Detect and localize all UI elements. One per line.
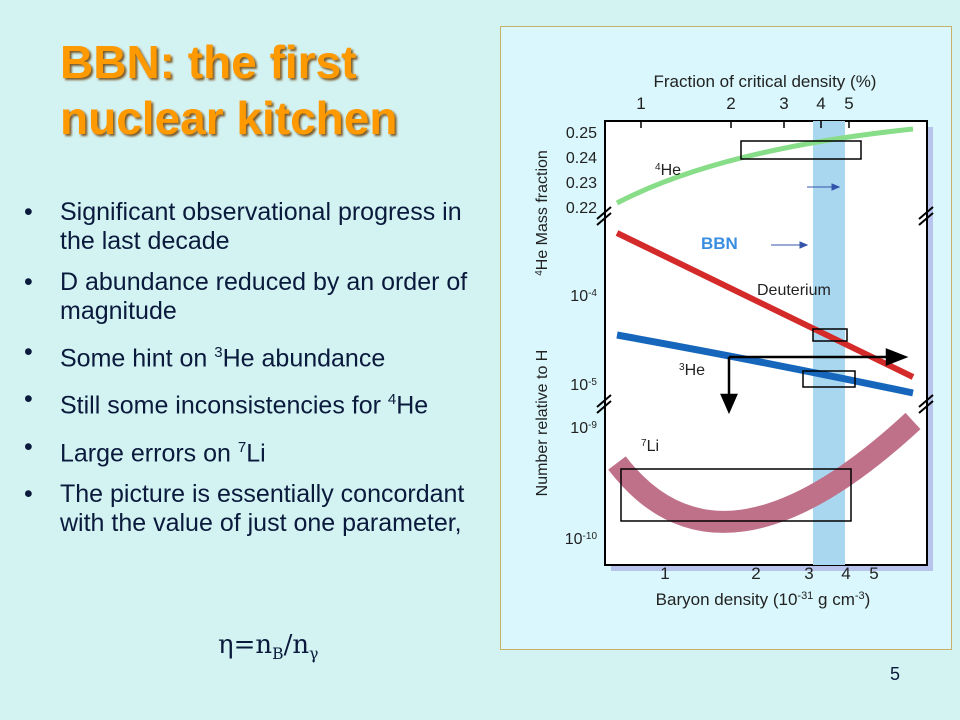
bullet-text: D abundance reduced by an order of magni… — [60, 268, 468, 325]
bbn-abundance-chart: Fraction of critical density (%) 1 2 3 4… — [534, 72, 934, 609]
title-line-2: nuclear kitchen — [60, 92, 398, 144]
y-axis-label-top: 4He Mass fraction — [534, 150, 552, 276]
bottom-tick-label: 1 — [660, 564, 669, 583]
curve-deuterium — [615, 230, 915, 380]
bullet-text: Some hint on — [60, 344, 215, 373]
bullet-text: Li — [246, 438, 266, 467]
bullet-text: Significant observational progress in th… — [60, 198, 462, 255]
isotope-superscript: 4 — [387, 391, 397, 409]
y-tick-label: 10-10 — [565, 531, 598, 549]
arrow-right-icon — [885, 348, 909, 366]
formula-text: /n — [283, 630, 310, 660]
formula-subscript: B — [272, 645, 284, 664]
slide-title: BBN: the first nuclear kitchen — [60, 34, 500, 146]
formula-subscript: γ — [309, 645, 319, 664]
isotope-superscript: 7 — [237, 438, 247, 456]
bottom-axis-label: Baryon density (10-31 g cm-3) — [656, 590, 871, 609]
bottom-tick-label: 4 — [841, 564, 850, 583]
bullet-text: He abundance — [222, 344, 386, 373]
top-tick-label: 1 — [636, 94, 645, 113]
y-tick-label: 0.24 — [566, 150, 597, 167]
top-tick-label: 2 — [726, 94, 735, 113]
page-number: 5 — [890, 664, 901, 684]
bullet-text: Still some inconsistencies for — [60, 391, 388, 420]
eta-formula: η=nB/nγ — [218, 630, 318, 663]
y-axis-label-bottom: Number relative to H — [534, 350, 551, 497]
bottom-tick-label: 5 — [869, 564, 878, 583]
bullet-text: Large errors on — [60, 438, 238, 467]
pointer-arrow-icon — [831, 183, 841, 191]
bullet-item: Some hint on 3He abundance — [24, 338, 494, 373]
he3-observation-box — [802, 370, 856, 388]
y-tick-label: 0.25 — [566, 125, 597, 142]
bullet-item: The picture is essentially concordant wi… — [24, 480, 494, 538]
y-tick-label: 10-5 — [570, 377, 597, 395]
series-label-li7: 7Li — [641, 438, 659, 456]
bullet-item: D abundance reduced by an order of magni… — [24, 268, 494, 326]
bullet-item: Still some inconsistencies for 4He — [24, 385, 494, 420]
top-tick-label: 3 — [779, 94, 788, 113]
curve-he4 — [615, 126, 914, 206]
he4-observation-box — [740, 140, 862, 160]
series-label-he3: 3He — [679, 362, 705, 380]
top-tick-label: 5 — [844, 94, 853, 113]
bottom-tick-label: 3 — [804, 564, 813, 583]
curve-he3 — [616, 331, 914, 397]
axis-break — [596, 400, 612, 414]
axis-break — [596, 212, 612, 226]
bullet-item: Significant observational progress in th… — [24, 198, 494, 256]
y-tick-label: 10-4 — [570, 288, 597, 306]
isotope-superscript: 3 — [214, 344, 223, 361]
title-line-1: BBN: the first — [60, 36, 357, 88]
bullet-item: Large errors on 7Li — [24, 433, 494, 468]
y-tick-label: 10-9 — [570, 420, 597, 438]
axis-break — [918, 206, 934, 220]
li7-observation-box — [620, 468, 852, 522]
axis-break — [918, 212, 934, 226]
deuterium-observation-box — [812, 328, 848, 342]
series-label-he4: 4He — [655, 162, 681, 180]
series-label-deuterium: Deuterium — [757, 282, 831, 299]
axis-break — [918, 400, 934, 414]
axis-break — [596, 206, 612, 220]
y-tick-label: 0.22 — [566, 200, 597, 217]
figure-panel: Fraction of critical density (%) 1 2 3 4… — [500, 26, 952, 650]
bbn-label: BBN — [701, 234, 738, 253]
bottom-tick-label: 2 — [751, 564, 760, 583]
top-tick-label: 4 — [816, 94, 825, 113]
top-axis-label: Fraction of critical density (%) — [654, 72, 877, 91]
axis-break — [596, 394, 612, 408]
eta-symbol: η — [218, 630, 234, 660]
bullet-text: He — [396, 391, 429, 420]
arrow-down-icon — [720, 393, 738, 415]
y-tick-label: 0.23 — [566, 175, 597, 192]
bullet-list: Significant observational progress in th… — [24, 198, 494, 550]
pointer-arrow-icon — [799, 241, 809, 249]
formula-text: =n — [233, 630, 273, 660]
bullet-text: The picture is essentially concordant wi… — [60, 479, 465, 537]
axis-break — [918, 394, 934, 408]
